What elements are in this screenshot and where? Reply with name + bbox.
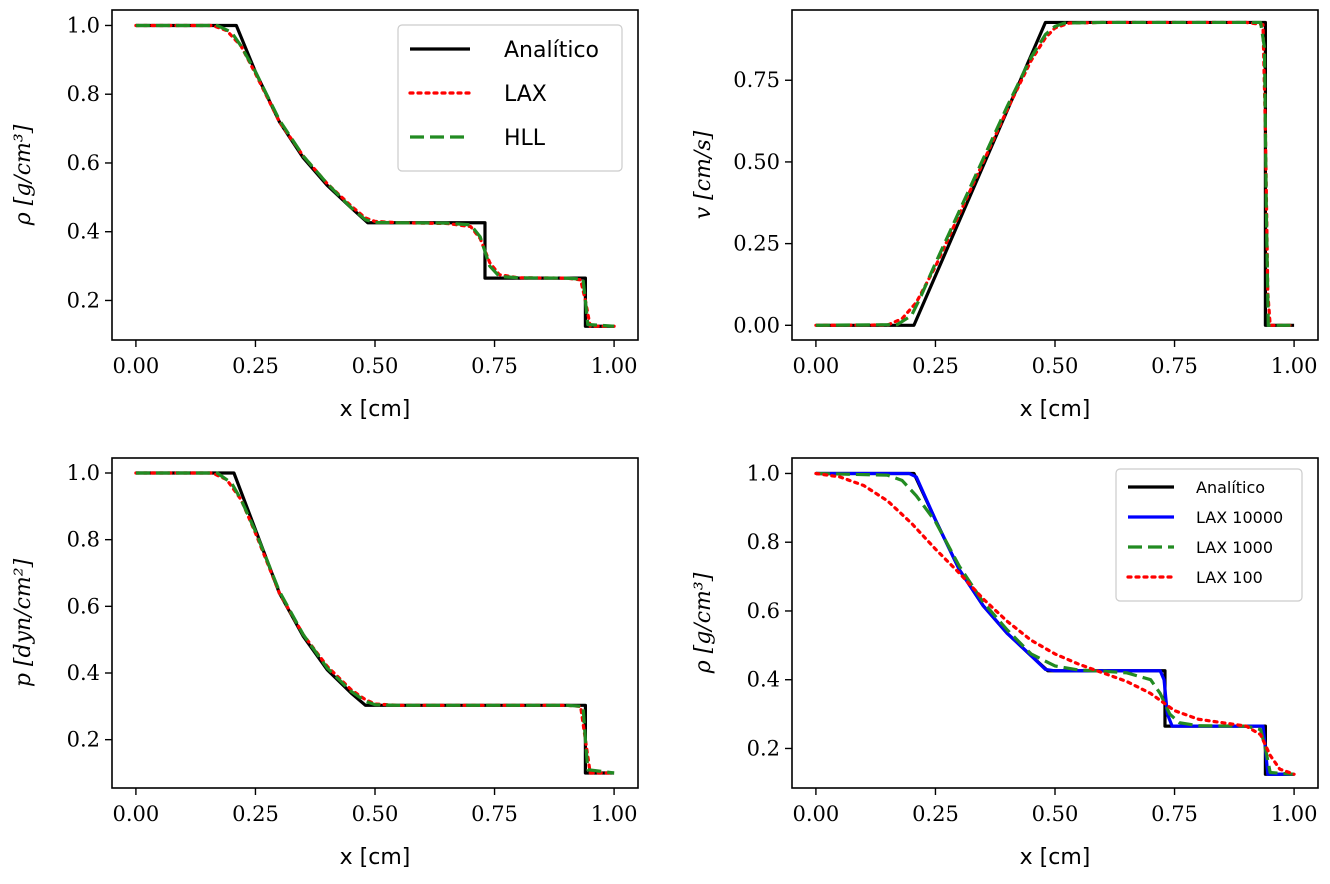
- y-tick-label: 0.2: [67, 288, 100, 312]
- legend-label: LAX 10000: [1196, 508, 1283, 527]
- legend-label: Analítico: [1196, 478, 1265, 497]
- x-axis-label: x [cm]: [340, 397, 411, 422]
- legend-label: HLL: [504, 126, 546, 151]
- legend-box: [397, 24, 623, 172]
- x-tick-label: 1.00: [1271, 802, 1318, 826]
- x-tick-label: 0.00: [113, 354, 160, 378]
- legend-label: LAX 1000: [1196, 538, 1273, 557]
- x-axis-label: x [cm]: [1020, 845, 1091, 870]
- series-line-2: [815, 471, 1295, 776]
- x-tick-label: 1.00: [591, 802, 638, 826]
- series-group: [814, 20, 1296, 327]
- y-axis-label: v [cm/s]: [691, 130, 716, 219]
- chart-panel-4: 0.00 0.25 0.50 0.75 1.00 0.2 0.4 0.6 0.8 1.0 x [cm…: [691, 457, 1319, 870]
- series-line-2: [134, 471, 616, 775]
- y-tick-label: 0.6: [67, 151, 100, 175]
- x-axis-label: x [cm]: [340, 845, 411, 870]
- y-tick-label: 0.8: [747, 530, 780, 554]
- x-tick-label: 1.00: [1271, 354, 1318, 378]
- series-line-2: [814, 20, 1296, 327]
- series-group: [134, 23, 616, 328]
- y-tick-label: 0.6: [747, 599, 780, 623]
- x-tick-label: 0.50: [352, 802, 399, 826]
- y-tick-label: 0.25: [733, 232, 780, 256]
- x-tick-label: 0.75: [1151, 354, 1198, 378]
- x-tick-label: 0.25: [912, 354, 959, 378]
- x-axis-label: x [cm]: [1020, 397, 1091, 422]
- legend-label: LAX: [504, 82, 547, 107]
- y-tick-label: 0.4: [747, 668, 780, 692]
- legend-label: Analítico: [504, 38, 599, 63]
- chart-panel-2: 0.00 0.25 0.50 0.75 1.00 0.00 0.25 0.50 0.75 x [c…: [691, 9, 1319, 422]
- series-group: [814, 471, 1296, 776]
- legend: Analítico LAX HLL: [397, 24, 623, 172]
- x-tick-label: 0.00: [113, 802, 160, 826]
- legend-label: LAX 100: [1196, 568, 1263, 587]
- x-tick-label: 0.00: [793, 802, 840, 826]
- y-tick-label: 0.6: [67, 594, 100, 618]
- x-tick-label: 0.25: [232, 802, 279, 826]
- legend: Analítico LAX 10000 LAX 1000 LAX 100: [1115, 468, 1303, 602]
- y-axis-label: ρ [g/cm³]: [691, 572, 716, 674]
- y-axis-label: p [dyn/cm²]: [11, 558, 36, 687]
- series-line-3: [135, 23, 615, 328]
- y-tick-label: 0.50: [733, 150, 780, 174]
- y-tick-label: 0.00: [733, 313, 780, 337]
- plot-frame: [791, 9, 1319, 341]
- y-tick-label: 0.8: [67, 82, 100, 106]
- x-tick-label: 0.75: [471, 802, 518, 826]
- series-line-1: [135, 471, 615, 775]
- y-tick-label: 1.0: [67, 461, 100, 485]
- y-tick-label: 0.8: [67, 528, 100, 552]
- x-tick-label: 0.25: [232, 354, 279, 378]
- x-tick-label: 0.75: [1151, 802, 1198, 826]
- plot-frame: [111, 457, 639, 789]
- series-group: [134, 471, 616, 775]
- y-tick-label: 0.2: [747, 736, 780, 760]
- x-tick-label: 0.50: [1032, 802, 1079, 826]
- series-line-1: [815, 20, 1295, 327]
- y-tick-label: 0.2: [67, 728, 100, 752]
- chart-panel-1: 0.00 0.25 0.50 0.75 1.00 0.2 0.4 0.6 0.8 1.0 x [cm…: [11, 9, 639, 422]
- y-tick-label: 1.0: [747, 461, 780, 485]
- chart-panel-3: 0.00 0.25 0.50 0.75 1.00 0.2 0.4 0.6 0.8 1.0 x [cm…: [11, 457, 639, 870]
- x-tick-label: 0.50: [352, 354, 399, 378]
- series-line-3: [815, 20, 1295, 327]
- y-tick-label: 0.4: [67, 661, 100, 685]
- series-line-3: [135, 471, 615, 775]
- x-tick-label: 1.00: [591, 354, 638, 378]
- series-line-3: [815, 471, 1295, 776]
- legend-box: [1115, 468, 1303, 602]
- x-tick-label: 0.75: [471, 354, 518, 378]
- y-tick-label: 0.4: [67, 220, 100, 244]
- x-tick-label: 0.00: [793, 354, 840, 378]
- y-tick-label: 0.75: [733, 68, 780, 92]
- x-tick-label: 0.25: [912, 802, 959, 826]
- x-tick-label: 0.50: [1032, 354, 1079, 378]
- y-axis-label: ρ [g/cm³]: [11, 124, 36, 226]
- series-line-4: [814, 471, 1296, 776]
- y-tick-label: 1.0: [67, 13, 100, 37]
